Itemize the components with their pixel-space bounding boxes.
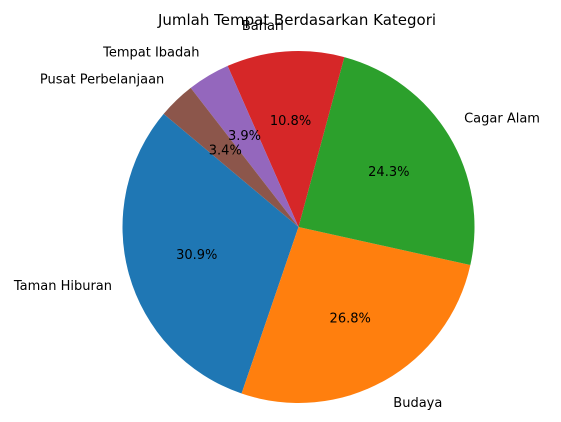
- percent-label-cagar-alam: 24.3%: [368, 165, 409, 180]
- percent-label-taman-hiburan: 30.9%: [176, 248, 217, 263]
- percent-label-bahari: 10.8%: [270, 114, 311, 129]
- slice-label-cagar-alam: Cagar Alam: [464, 112, 540, 127]
- chart-title: Jumlah Tempat Berdasarkan Kategori: [157, 11, 436, 29]
- percent-label-tempat-ibadah: 3.9%: [228, 129, 261, 144]
- percent-labels: 30.9% 26.8% 24.3% 10.8% 3.9%3.4%: [176, 114, 409, 326]
- slice-budaya: [241, 227, 471, 404]
- slice-taman-hiburan: [122, 113, 299, 394]
- slice-labels: Taman Hiburan Budaya Cagar Alam Bahari Tempa…: [13, 19, 540, 411]
- slice-label-tempat-ibadah: Tempat Ibadah: [102, 46, 199, 61]
- slice-tempat-ibadah: [190, 65, 299, 228]
- slice-label-budaya: Budaya: [393, 396, 442, 411]
- slice-label-taman-hiburan: Taman Hiburan: [13, 279, 112, 294]
- pie-slices: [122, 50, 475, 404]
- slice-label-bahari: Bahari: [242, 19, 284, 34]
- slice-cagar-alam: [298, 57, 475, 266]
- slice-pusat-perbelanjaan: [163, 87, 299, 227]
- percent-label-budaya: 26.8%: [330, 312, 371, 327]
- percent-label-pusat-perbelanjaan: 3.4%: [209, 143, 242, 158]
- slice-label-pusat-perbelanjaan: Pusat Perbelanjaan: [40, 72, 164, 87]
- slice-bahari: [227, 50, 345, 227]
